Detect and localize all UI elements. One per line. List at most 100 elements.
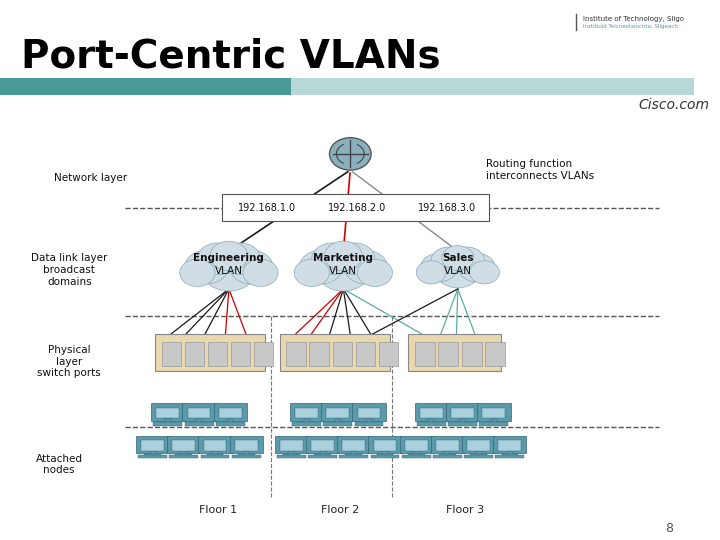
FancyBboxPatch shape (415, 403, 448, 421)
FancyBboxPatch shape (228, 419, 233, 423)
FancyBboxPatch shape (477, 403, 510, 421)
FancyBboxPatch shape (277, 455, 306, 458)
FancyBboxPatch shape (243, 451, 249, 455)
FancyBboxPatch shape (374, 440, 396, 450)
FancyBboxPatch shape (400, 436, 433, 454)
FancyBboxPatch shape (155, 334, 265, 371)
FancyBboxPatch shape (191, 422, 207, 424)
FancyBboxPatch shape (495, 455, 524, 458)
FancyBboxPatch shape (428, 419, 434, 423)
FancyBboxPatch shape (354, 422, 384, 426)
Text: Floor 2: Floor 2 (320, 505, 359, 515)
FancyBboxPatch shape (184, 422, 214, 426)
FancyBboxPatch shape (283, 454, 300, 456)
FancyBboxPatch shape (467, 440, 490, 450)
FancyBboxPatch shape (382, 451, 388, 455)
FancyBboxPatch shape (204, 440, 226, 450)
FancyBboxPatch shape (417, 422, 446, 426)
FancyBboxPatch shape (310, 342, 329, 366)
Text: 192.168.1.0: 192.168.1.0 (238, 203, 296, 213)
Circle shape (431, 247, 465, 274)
FancyBboxPatch shape (304, 419, 310, 423)
FancyBboxPatch shape (181, 451, 186, 455)
FancyBboxPatch shape (356, 342, 375, 366)
Circle shape (416, 261, 446, 284)
Circle shape (300, 251, 343, 284)
FancyBboxPatch shape (290, 403, 323, 421)
FancyBboxPatch shape (491, 419, 497, 423)
FancyBboxPatch shape (165, 419, 171, 423)
FancyBboxPatch shape (333, 342, 352, 366)
FancyBboxPatch shape (238, 454, 255, 456)
FancyBboxPatch shape (156, 408, 179, 418)
Text: 192.168.3.0: 192.168.3.0 (418, 203, 477, 213)
FancyBboxPatch shape (330, 422, 346, 424)
Text: Data link layer
broadcast
domains: Data link layer broadcast domains (31, 253, 107, 287)
FancyBboxPatch shape (470, 454, 487, 456)
FancyBboxPatch shape (439, 454, 456, 456)
Text: Sales: Sales (442, 253, 474, 263)
FancyBboxPatch shape (308, 455, 337, 458)
FancyBboxPatch shape (438, 342, 458, 366)
FancyBboxPatch shape (314, 454, 331, 456)
Circle shape (197, 243, 238, 274)
FancyBboxPatch shape (408, 454, 425, 456)
FancyBboxPatch shape (502, 454, 518, 456)
FancyBboxPatch shape (405, 440, 428, 450)
Text: Institiúid Teicneolaíochta, Sligeach: Institiúid Teicneolaíochta, Sligeach (582, 23, 678, 29)
Circle shape (220, 243, 261, 274)
FancyBboxPatch shape (306, 436, 339, 454)
FancyBboxPatch shape (230, 342, 250, 366)
Circle shape (344, 251, 387, 284)
FancyBboxPatch shape (476, 451, 482, 455)
FancyBboxPatch shape (153, 422, 182, 426)
Text: Routing function
interconnects VLANs: Routing function interconnects VLANs (485, 159, 594, 181)
FancyBboxPatch shape (169, 455, 198, 458)
Text: VLAN: VLAN (329, 266, 357, 276)
FancyBboxPatch shape (436, 440, 459, 450)
FancyBboxPatch shape (337, 436, 370, 454)
FancyBboxPatch shape (295, 408, 318, 418)
FancyBboxPatch shape (207, 342, 227, 366)
FancyBboxPatch shape (199, 436, 232, 454)
FancyBboxPatch shape (136, 436, 169, 454)
FancyBboxPatch shape (323, 422, 352, 426)
Circle shape (435, 252, 481, 288)
FancyBboxPatch shape (275, 436, 308, 454)
FancyBboxPatch shape (420, 408, 443, 418)
FancyBboxPatch shape (212, 451, 218, 455)
FancyBboxPatch shape (507, 451, 513, 455)
FancyBboxPatch shape (214, 403, 247, 421)
FancyBboxPatch shape (462, 436, 495, 454)
FancyBboxPatch shape (485, 422, 502, 424)
FancyBboxPatch shape (415, 342, 435, 366)
Text: Institute of Technology, Sligo: Institute of Technology, Sligo (582, 16, 684, 22)
Circle shape (334, 243, 375, 274)
FancyBboxPatch shape (451, 408, 474, 418)
FancyBboxPatch shape (449, 422, 477, 426)
FancyBboxPatch shape (402, 455, 431, 458)
Text: Attached
nodes: Attached nodes (35, 454, 83, 475)
FancyBboxPatch shape (320, 451, 325, 455)
Circle shape (469, 261, 500, 284)
FancyBboxPatch shape (230, 436, 263, 454)
FancyBboxPatch shape (216, 422, 245, 426)
FancyBboxPatch shape (144, 454, 161, 456)
FancyBboxPatch shape (288, 451, 294, 455)
FancyBboxPatch shape (433, 455, 462, 458)
FancyBboxPatch shape (235, 440, 258, 450)
FancyBboxPatch shape (480, 422, 508, 426)
FancyBboxPatch shape (351, 451, 356, 455)
FancyBboxPatch shape (138, 455, 167, 458)
FancyBboxPatch shape (280, 440, 302, 450)
FancyBboxPatch shape (222, 194, 489, 221)
FancyBboxPatch shape (196, 419, 202, 423)
Text: Marketing: Marketing (313, 253, 374, 263)
Text: Cisco.com: Cisco.com (638, 98, 709, 112)
FancyBboxPatch shape (464, 455, 493, 458)
FancyBboxPatch shape (172, 440, 195, 450)
FancyBboxPatch shape (182, 403, 216, 421)
Circle shape (459, 253, 495, 282)
FancyBboxPatch shape (167, 436, 200, 454)
FancyBboxPatch shape (444, 451, 451, 455)
